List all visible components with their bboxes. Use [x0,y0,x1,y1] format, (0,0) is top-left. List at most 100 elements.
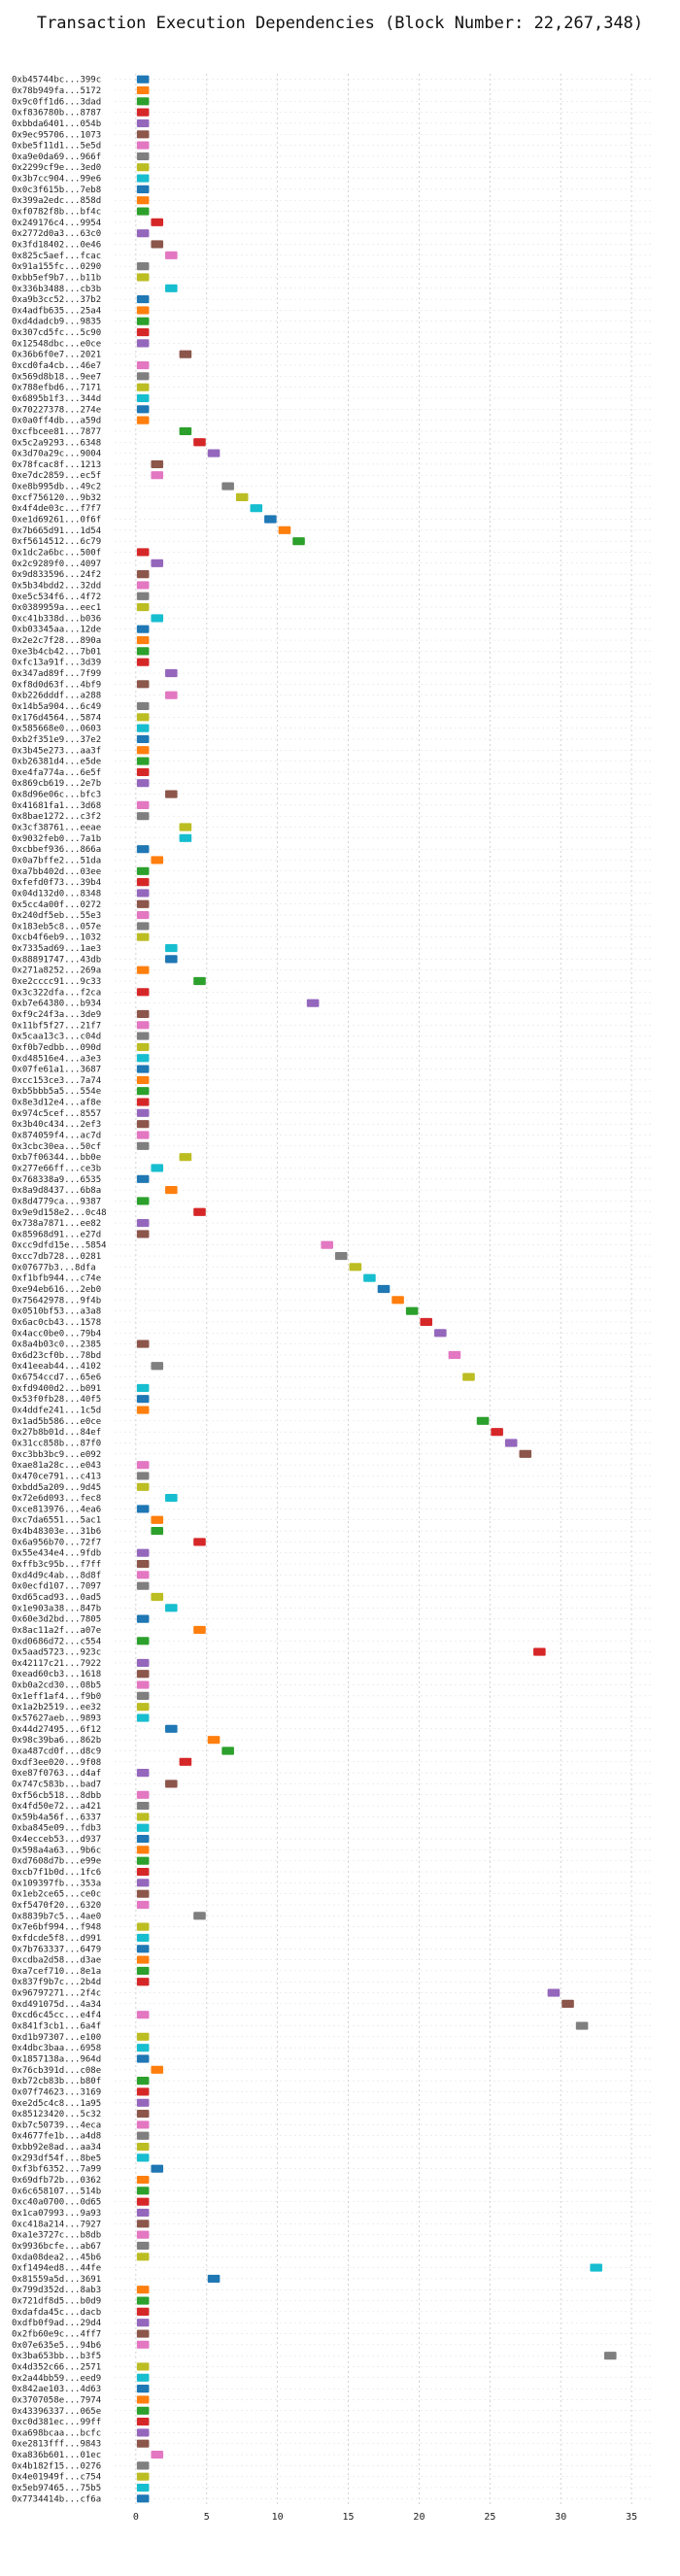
task-bar [136,85,150,95]
y-tick-label: 0x43396337...065e [12,2407,101,2417]
task-bar [349,1263,362,1271]
task-bar [136,130,150,139]
y-tick-label: 0xb45744bc...399c [12,76,101,85]
y-tick-label: 0x4adfb635...25a4 [12,306,101,316]
task-bar [136,911,150,920]
y-tick-label: 0x569d8b18...9ee7 [12,372,101,382]
y-tick-label: 0xd1b97307...e100 [12,2033,101,2043]
y-tick-label: 0x44d27495...6f12 [12,1725,101,1735]
y-tick-label: 0x7e6bf994...f948 [12,1923,101,1933]
y-tick-label: 0x6754ccd7...65e6 [12,1373,101,1383]
task-bar [136,2286,150,2294]
task-bar [136,2319,150,2327]
y-tick-label: 0x6895b1f3...344d [12,394,101,404]
task-bar [136,1383,150,1392]
y-tick-label: 0x12548dbc...e0ce [12,339,101,349]
task-bar [151,2065,164,2074]
y-tick-label: 0x07fe61a1...3687 [12,1066,101,1075]
task-bar [136,1482,150,1491]
x-tick-label: 10 [272,2512,284,2523]
y-tick-label: 0x70227378...274e [12,405,101,415]
task-bar [193,1207,206,1216]
task-bar [151,240,164,249]
task-bar [165,1186,178,1195]
y-tick-label: 0x5cc4a00f...0272 [12,900,101,910]
y-tick-label: 0xdafda45c...dacb [12,2308,101,2318]
task-bar [136,570,150,579]
y-tick-label: 0x07677b3...8dfa [12,1263,96,1272]
y-tick-label: 0xd48516e4...a3e3 [12,1054,101,1064]
task-bar [136,360,150,370]
y-tick-label: 0x41eeab44...4102 [12,1362,101,1372]
y-tick-label: 0x4b182f15...0276 [12,2461,101,2471]
task-bar [136,966,150,974]
y-tick-label: 0x8bae1272...c3f2 [12,812,101,822]
y-tick-label: 0x598a4a63...9b6c [12,1846,101,1855]
task-bar [136,2253,150,2261]
task-bar [136,1054,150,1063]
y-tick-label: 0x837f9b7c...2b4d [12,1978,101,1987]
y-tick-label: 0x347ad89f...7f99 [12,669,101,679]
task-bar [136,1813,150,1821]
y-tick-label: 0xbdd5a209...9d45 [12,1483,101,1493]
y-tick-label: 0xffb3c95b...f7ff [12,1560,101,1570]
task-bar [136,2483,150,2492]
task-bar [136,75,150,84]
task-bar [561,1999,574,2008]
y-tick-label: 0x307cd5fc...5c90 [12,328,101,338]
task-bar [179,833,192,842]
task-bar [136,2340,150,2349]
y-tick-label: 0x3b45e273...aa3f [12,746,101,756]
y-tick-label: 0xdf3ee020...9f08 [12,1758,101,1768]
y-tick-label: 0x3fd18402...0e46 [12,240,101,250]
task-bar [165,251,178,259]
y-tick-label: 0xc7da6551...5ac1 [12,1516,101,1526]
y-tick-label: 0x81559a5d...3691 [12,2275,101,2285]
y-tick-label: 0x5aad5723...923c [12,1648,101,1658]
task-bar [136,416,150,424]
y-tick-label: 0x2c9289f0...4097 [12,559,101,569]
task-bar [136,1461,150,1470]
y-tick-label: 0x8d4779ca...9387 [12,1197,101,1206]
y-tick-label: 0x293df54f...8be5 [12,2153,101,2163]
task-bar [136,2054,150,2063]
task-bar [136,1670,150,1678]
task-bar [136,327,150,337]
y-tick-label: 0xce813976...4ea6 [12,1505,101,1514]
x-tick-label: 30 [555,2512,566,2523]
task-bar [136,2153,150,2162]
task-bar [136,1230,150,1238]
y-tick-label: 0xd65cad93...0ad5 [12,1593,101,1603]
y-tick-label: 0x5b34bdd2...32dd [12,581,101,591]
task-bar [151,2164,164,2173]
y-tick-label: 0xbb92e8ad...aa34 [12,2143,101,2152]
y-tick-label: 0xe8b995db...49c2 [12,483,101,492]
y-tick-label: 0xcf756120...9b32 [12,493,101,503]
task-bar [151,1526,164,1536]
task-bar [136,207,150,216]
y-tick-label: 0x4fd50e72...a421 [12,1802,101,1812]
task-bar [136,1900,150,1910]
y-tick-label: 0x7b763337...6479 [12,1945,101,1954]
task-bar [165,668,178,678]
task-bar [136,2439,150,2448]
y-tick-label: 0x1a2b2519...ee32 [12,1703,101,1712]
y-tick-label: 0x5eb97465...75b5 [12,2484,101,2493]
y-tick-label: 0xc0d381ec...99ff [12,2418,101,2427]
y-tick-label: 0xb5bbb5a5...554e [12,1087,101,1097]
task-bar [151,459,164,468]
y-tick-label: 0xe2cccc91...9c33 [12,977,101,987]
task-bar [136,1680,150,1689]
y-tick-label: 0xb72cb83b...b80f [12,2077,101,2086]
task-bar [603,2352,617,2360]
task-bar [575,2021,589,2030]
task-bar [136,1581,150,1590]
y-tick-label: 0x88891747...43db [12,955,101,965]
task-bar [136,152,150,160]
task-bar [179,1757,192,1766]
y-tick-label: 0x336b3488...cb3b [12,285,101,294]
y-tick-label: 0xd0686d72...c554 [12,1637,101,1646]
task-bar [136,2241,150,2251]
y-tick-label: 0x7734414b...cf6a [12,2494,101,2504]
y-tick-label: 0x6d23cf0b...78bd [12,1351,101,1361]
